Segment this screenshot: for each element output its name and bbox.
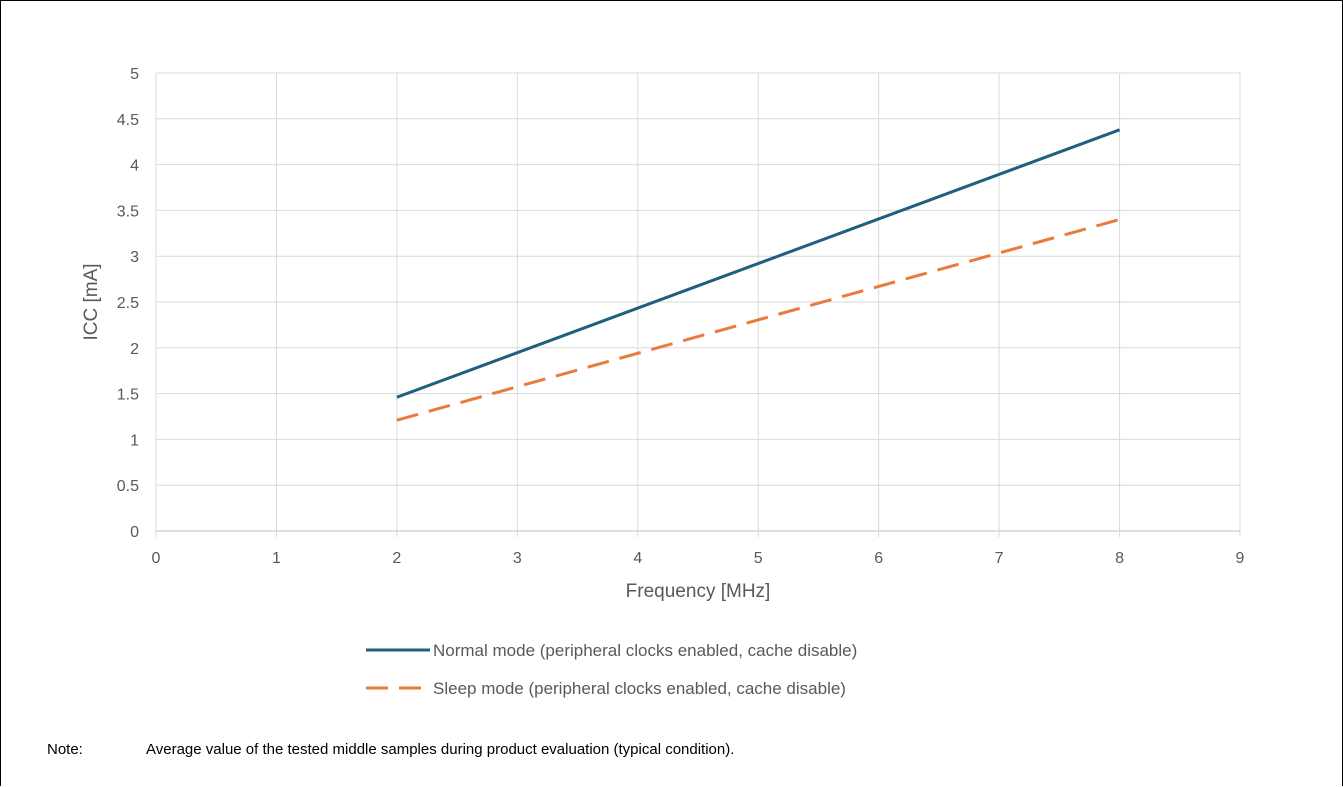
x-tick-label: 9 <box>1236 550 1245 567</box>
series-line-normal-mode <box>396 128 1121 399</box>
note-text: Average value of the tested middle sampl… <box>146 741 735 758</box>
x-tick-label: 5 <box>754 550 763 567</box>
y-tick-label: 0.5 <box>117 478 139 495</box>
y-tick-label: 4 <box>130 158 139 175</box>
legend-label: Normal mode (peripheral clocks enabled, … <box>433 641 857 660</box>
grid-lines <box>155 72 1241 537</box>
x-axis-title: Frequency [MHz] <box>626 581 771 602</box>
series-line-sleep-mode <box>396 218 1120 422</box>
y-tick-label: 2 <box>130 341 139 358</box>
x-axis-ticks: 0 1 2 3 4 5 6 7 8 9 <box>152 550 1245 567</box>
y-tick-label: 1 <box>130 432 139 449</box>
x-tick-label: 3 <box>513 550 522 567</box>
note-label: Note: <box>47 741 83 758</box>
y-tick-label: 1.5 <box>117 387 139 404</box>
x-tick-label: 2 <box>392 550 401 567</box>
x-tick-label: 1 <box>272 550 281 567</box>
y-tick-label: 0 <box>130 524 139 541</box>
x-tick-label: 4 <box>633 550 642 567</box>
y-tick-label: 4.5 <box>117 112 139 129</box>
x-tick-label: 6 <box>874 550 883 567</box>
y-tick-label: 5 <box>130 66 139 83</box>
note: Note: Average value of the tested middle … <box>47 741 734 758</box>
series-lines <box>396 128 1121 422</box>
x-tick-label: 8 <box>1115 550 1124 567</box>
y-tick-label: 3.5 <box>117 203 139 220</box>
x-tick-label: 0 <box>152 550 161 567</box>
legend: Normal mode (peripheral clocks enabled, … <box>366 641 857 698</box>
legend-label: Sleep mode (peripheral clocks enabled, c… <box>433 679 846 698</box>
x-tick-label: 7 <box>995 550 1004 567</box>
y-axis-ticks: 0 0.5 1 1.5 2 2.5 3 3.5 4 4.5 5 <box>117 66 139 541</box>
y-tick-label: 3 <box>130 249 139 266</box>
y-axis-title: ICC [mA] <box>81 263 102 340</box>
y-tick-label: 2.5 <box>117 295 139 312</box>
